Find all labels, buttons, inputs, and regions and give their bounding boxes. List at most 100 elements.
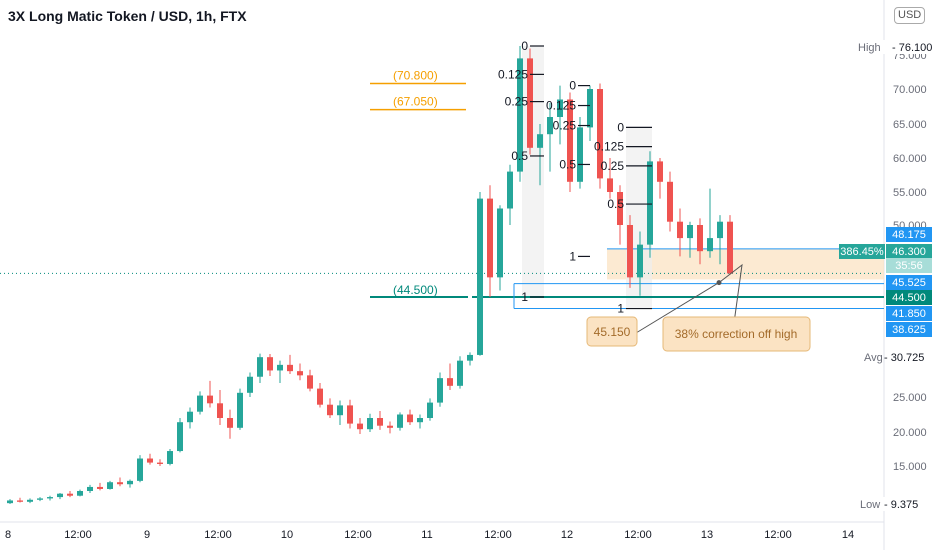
candle-body xyxy=(547,117,553,135)
candle-body xyxy=(87,486,93,491)
candle-body xyxy=(357,423,363,430)
gold-level-label-1: (70.800) xyxy=(393,69,438,83)
fib-a-label: 0.5 xyxy=(511,149,528,163)
high-label: High xyxy=(858,42,881,54)
price-tag-label: 46.300 xyxy=(892,246,926,258)
fib-c-label: 0.125 xyxy=(594,140,624,154)
price-tag-label: 41.850 xyxy=(892,308,926,320)
candle-body xyxy=(67,493,73,496)
candle-body xyxy=(167,451,173,464)
time-tick-label: 12:00 xyxy=(64,529,92,541)
percent-tag-label: 386.45% xyxy=(840,246,884,258)
low-label: Low xyxy=(860,499,880,511)
candle-body xyxy=(597,89,603,179)
candle-body xyxy=(347,405,353,424)
candle-body xyxy=(57,493,63,498)
candle-body xyxy=(257,357,263,377)
candle-body xyxy=(27,499,33,502)
candle-body xyxy=(187,411,193,423)
candle-body xyxy=(77,490,83,496)
currency-button[interactable]: USD xyxy=(894,7,926,24)
fib-c-label: 0.25 xyxy=(601,159,625,173)
candle-body xyxy=(297,371,303,376)
fib-b-label: 0.25 xyxy=(553,119,577,133)
candle-body xyxy=(387,425,393,428)
candle-body xyxy=(607,178,613,192)
price-tick-label: 25.000 xyxy=(893,392,927,404)
candle-body xyxy=(317,388,323,405)
candle-body xyxy=(537,134,543,148)
price-tag-bg xyxy=(886,275,932,290)
candle-body xyxy=(47,497,53,499)
candle-body xyxy=(477,198,483,355)
candle-body xyxy=(7,500,13,504)
candle-body xyxy=(457,360,463,386)
candle-body xyxy=(207,395,213,404)
candle-body xyxy=(327,404,333,416)
fib-a-label: 0.25 xyxy=(505,95,529,109)
callout-right-box xyxy=(662,316,811,352)
fib-a-label: 0 xyxy=(521,39,528,53)
candle-body xyxy=(97,486,103,489)
candle-body xyxy=(447,378,453,386)
price-tag-label: 35:56 xyxy=(895,260,923,272)
candle-body xyxy=(307,375,313,389)
candle-body xyxy=(667,181,673,222)
fib-b-label: 1 xyxy=(569,249,576,263)
percent-tag-bg xyxy=(839,244,885,259)
price-tick-label: 20.000 xyxy=(893,427,927,439)
time-tick-label: 9 xyxy=(144,529,150,541)
candle-body xyxy=(557,99,563,117)
time-tick-label: 10 xyxy=(281,529,293,541)
candle-body xyxy=(377,418,383,426)
gold-level-label-2: (67.050) xyxy=(393,95,438,109)
candle-body xyxy=(397,414,403,428)
candle-body xyxy=(367,418,373,430)
callout-left-box xyxy=(586,316,638,347)
candle-body xyxy=(467,354,473,361)
candle-body xyxy=(17,500,23,502)
candle-body xyxy=(697,225,703,252)
candle-body xyxy=(267,357,273,371)
candle-body xyxy=(677,221,683,239)
candle-body xyxy=(587,89,593,128)
price-tag-bg xyxy=(886,258,932,273)
price-tag-bg xyxy=(886,244,932,259)
candle-body xyxy=(417,418,423,423)
callout-right-text: 38% correction off high xyxy=(675,327,798,341)
price-tag-label: 44.500 xyxy=(892,292,926,304)
candle-body xyxy=(437,378,443,403)
fib-b-label: 0.125 xyxy=(546,99,576,113)
candle-body xyxy=(507,171,513,209)
support-level-label: (44.500) xyxy=(393,283,438,297)
time-tick-label: 12:00 xyxy=(484,529,512,541)
candle-body xyxy=(727,221,733,274)
price-tag-bg xyxy=(886,290,932,305)
fib-c-label: 0.5 xyxy=(607,197,624,211)
price-tag-label: 38.625 xyxy=(892,324,926,336)
time-tick-label: 12:00 xyxy=(204,529,232,541)
candle-body xyxy=(277,364,283,371)
candle-body xyxy=(247,376,253,393)
fib-a-label: 0.125 xyxy=(498,67,528,81)
candle-body xyxy=(127,480,133,485)
candle-body xyxy=(577,127,583,182)
fib-b-label: 0.5 xyxy=(559,157,576,171)
time-tick-label: 12:00 xyxy=(764,529,792,541)
candle-body xyxy=(137,458,143,481)
candle-body xyxy=(227,418,233,428)
high-label-bg xyxy=(855,40,927,54)
time-tick-label: 12 xyxy=(561,529,573,541)
fib-c-label: 1 xyxy=(617,302,624,316)
candle-body xyxy=(217,403,223,418)
candle-body xyxy=(177,422,183,452)
low-value: - 9.375 xyxy=(884,499,918,511)
avg-value: - 30.725 xyxy=(884,352,924,364)
fib-a-label: 1 xyxy=(521,290,528,304)
candle-body xyxy=(337,405,343,416)
candle-body xyxy=(147,458,153,463)
price-tag-bg xyxy=(886,227,932,242)
callout-anchor-dot xyxy=(716,280,722,286)
low-label-bg xyxy=(858,497,930,511)
